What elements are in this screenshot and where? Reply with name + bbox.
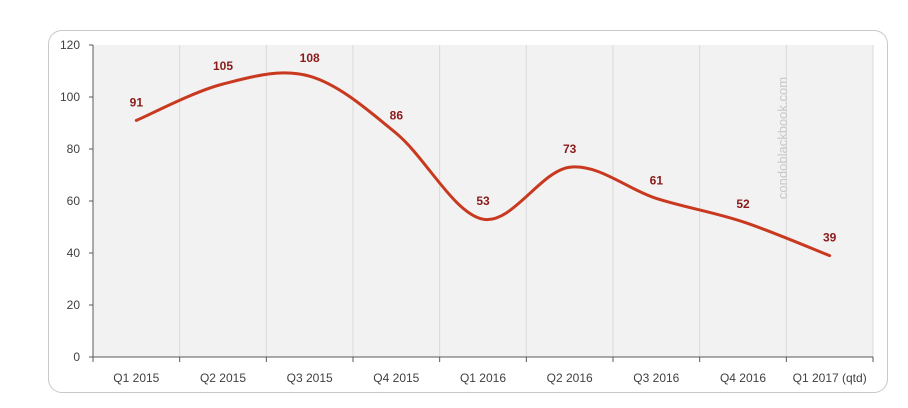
series-line	[134, 71, 832, 258]
data-label: 52	[736, 197, 750, 211]
y-tick-label: 100	[60, 90, 80, 104]
x-tick-label: Q2 2016	[547, 371, 593, 385]
data-labels: 91 105 108 86 53 73 61 52 39	[130, 51, 837, 244]
x-tick-label: Q4 2015	[373, 371, 419, 385]
x-tick-label: Q3 2016	[633, 371, 679, 385]
y-tick-label: 80	[67, 142, 81, 156]
data-label: 73	[563, 142, 577, 156]
data-label: 39	[823, 231, 837, 245]
x-tick-label: Q2 2015	[200, 371, 246, 385]
watermark-text: condoblackbook.com	[775, 77, 790, 199]
gridlines	[179, 45, 874, 357]
x-tick-label: Q1 2017 (qtd)	[793, 371, 867, 385]
y-tick-label: 60	[67, 194, 81, 208]
data-label: 61	[650, 173, 664, 187]
x-tick-label: Q4 2016	[720, 371, 766, 385]
axes: 0 20 40 60 80 100 120 Q1 2015 Q2 2015 Q3 2015 Q4 2…	[60, 38, 874, 385]
y-tick-label: 120	[60, 38, 80, 52]
x-tick-label: Q1 2016	[460, 371, 506, 385]
x-tick-label: Q1 2015	[113, 371, 159, 385]
data-label: 108	[300, 51, 320, 65]
y-tick-label: 0	[73, 350, 80, 364]
data-label: 53	[476, 194, 490, 208]
x-tick-label: Q3 2015	[287, 371, 333, 385]
data-label: 91	[130, 95, 144, 109]
data-label: 105	[213, 59, 233, 73]
data-label: 86	[390, 108, 404, 122]
y-tick-label: 20	[67, 298, 81, 312]
plot-area	[93, 45, 873, 357]
y-tick-label: 40	[67, 246, 81, 260]
series	[134, 71, 832, 258]
